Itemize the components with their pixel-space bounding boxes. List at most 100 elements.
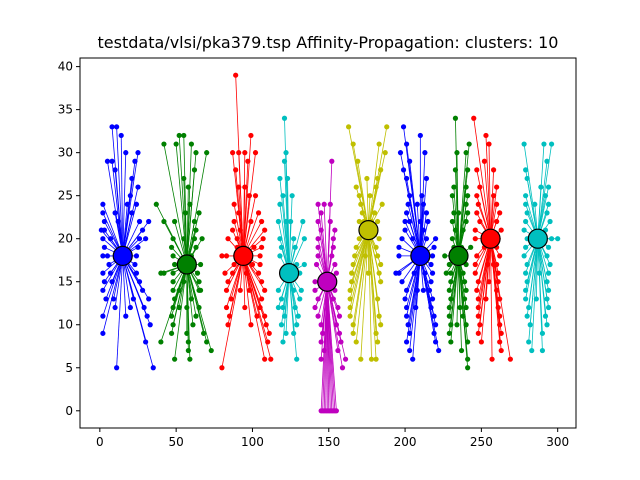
- cluster-3-point-8: [277, 236, 283, 242]
- cluster-1-link-1: [175, 144, 188, 265]
- cluster-2-point-51: [251, 244, 257, 250]
- cluster-8-link-3: [484, 161, 491, 239]
- cluster-1-point-33: [197, 261, 204, 268]
- cluster-8-point-8: [474, 210, 480, 216]
- cluster-1-point-43: [201, 330, 207, 336]
- cluster-5-point-1: [350, 141, 356, 147]
- cluster-2-point-9: [236, 210, 242, 216]
- cluster-4-point-12: [312, 304, 318, 311]
- cluster-2-point-58: [249, 261, 256, 268]
- cluster-8-point-24: [494, 184, 500, 190]
- cluster-9-point-6: [523, 218, 529, 225]
- cluster-9-point-37: [545, 287, 552, 293]
- cluster-1-point-44: [204, 339, 210, 345]
- cluster-7-link-49: [456, 255, 459, 325]
- cluster-0-link-42: [122, 255, 151, 325]
- cluster-0-point-43: [143, 339, 149, 345]
- cluster-5-point-39: [378, 279, 384, 285]
- cluster-6-point-19: [402, 296, 408, 302]
- cluster-9-link-0: [523, 143, 539, 239]
- cluster-1-point-42: [187, 356, 193, 362]
- cluster-2-point-43: [257, 304, 263, 311]
- plot-frame: [79, 57, 577, 429]
- cluster-7-point-30: [460, 227, 466, 233]
- cluster-2-point-16: [219, 253, 225, 259]
- cluster-1-point-26: [187, 201, 193, 207]
- cluster-1-point-53: [185, 347, 191, 354]
- cluster-7-point-16: [446, 304, 452, 311]
- cluster-8-point-4: [474, 167, 480, 173]
- cluster-2-point-40: [259, 279, 265, 285]
- cluster-3-link-18: [282, 273, 290, 342]
- cluster-9-point-9: [523, 244, 529, 250]
- cluster-4-point-17: [321, 347, 327, 354]
- cluster-6-point-14: [396, 253, 402, 259]
- cluster-8-point-14: [472, 270, 478, 276]
- cluster-7-point-35: [461, 279, 468, 285]
- cluster-2-point-42: [259, 296, 265, 302]
- cluster-1-point-2: [176, 132, 182, 139]
- cluster-8-point-18: [475, 304, 481, 311]
- cluster-8: [471, 115, 513, 362]
- cluster-0-point-57: [146, 218, 152, 225]
- cluster-6-point-44: [428, 304, 434, 311]
- cluster-4-point-19: [329, 158, 335, 164]
- x-tick-label-100: 100: [241, 435, 264, 449]
- cluster-0-point-18: [101, 279, 108, 285]
- cluster-9-point-22: [548, 141, 555, 147]
- cluster-1-point-55: [191, 218, 198, 225]
- cluster-6: [393, 124, 442, 362]
- cluster-6-point-28: [422, 150, 428, 156]
- cluster-4-point-0: [315, 201, 321, 207]
- cluster-3-point-12: [278, 296, 285, 302]
- cluster-9-point-43: [539, 347, 546, 354]
- cluster-5-point-47: [367, 193, 373, 199]
- cluster-4-point-30: [335, 304, 341, 311]
- cluster-2-link-27: [221, 255, 244, 368]
- cluster-7-point-1: [454, 150, 460, 156]
- cluster-2-point-17: [223, 253, 230, 259]
- cluster-8-point-13: [472, 261, 478, 268]
- cluster-0-point-5: [112, 167, 118, 173]
- cluster-6-point-31: [420, 201, 426, 207]
- cluster-1-point-10: [170, 236, 176, 242]
- cluster-0-point-58: [109, 279, 115, 285]
- cluster-3-point-13: [280, 304, 286, 311]
- x-tick-label-200: 200: [394, 435, 417, 449]
- cluster-0-point-48: [112, 210, 118, 216]
- cluster-1-point-50: [176, 304, 182, 311]
- cluster-2-point-19: [230, 270, 236, 276]
- cluster-1-point-24: [191, 167, 198, 173]
- cluster-3-point-19: [288, 218, 294, 225]
- cluster-5-point-12: [352, 253, 358, 259]
- cluster-2-point-29: [248, 132, 254, 139]
- cluster-7-point-44: [443, 270, 449, 276]
- cluster-8-point-45: [507, 356, 513, 362]
- cluster-6-point-9: [402, 218, 408, 225]
- cluster-5-point-0: [346, 124, 352, 130]
- cluster-1-link-24: [186, 169, 195, 265]
- cluster-0-point-24: [132, 158, 138, 164]
- cluster-8-point-26: [494, 201, 500, 207]
- cluster-5-link-24: [368, 230, 372, 360]
- cluster-5-point-27: [382, 150, 388, 156]
- cluster-0-point-35: [132, 261, 138, 268]
- cluster-1-point-39: [190, 322, 196, 328]
- cluster-0-link-6: [120, 135, 124, 256]
- cluster-6-point-23: [407, 330, 413, 336]
- cluster-1-point-45: [208, 347, 214, 354]
- cluster-1-point-13: [172, 261, 178, 268]
- cluster-0-point-16: [106, 261, 112, 268]
- cluster-9-point-18: [527, 322, 533, 328]
- y-tick-label-20: 20: [58, 232, 73, 246]
- cluster-5-link-2: [357, 161, 369, 231]
- y-tick-label-10: 10: [58, 318, 73, 332]
- cluster-0-point-36: [133, 270, 140, 276]
- cluster-5-point-37: [378, 261, 384, 268]
- cluster-1-point-40: [184, 330, 190, 336]
- cluster-4-point-26: [332, 261, 338, 268]
- y-tick-label-5: 5: [65, 361, 73, 375]
- cluster-3-point-2: [281, 158, 288, 164]
- cluster-7-point-41: [465, 339, 471, 345]
- cluster-0-point-31: [143, 236, 149, 242]
